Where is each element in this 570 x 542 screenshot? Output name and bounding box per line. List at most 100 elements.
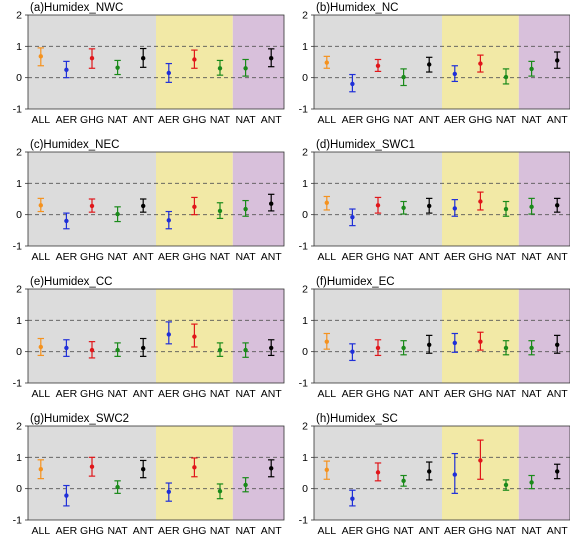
data-point (38, 203, 43, 208)
data-point (503, 74, 509, 80)
data-point (375, 470, 381, 475)
data-point (269, 201, 274, 206)
x-tick-label: GHG (80, 114, 104, 126)
data-point (478, 199, 483, 204)
x-tick-label: NAT (496, 114, 517, 126)
data-point (243, 66, 248, 71)
data-point (452, 71, 457, 77)
x-tick-label: ANT (261, 388, 283, 400)
x-tick-label: AER (342, 114, 364, 126)
data-point (141, 56, 146, 61)
data-point (115, 65, 120, 70)
x-tick-label: GHG (366, 251, 390, 263)
x-tick-label: NAT (107, 114, 128, 126)
y-tick-label: 2 (302, 10, 308, 22)
x-tick-label: AER (444, 114, 466, 126)
band-purple (518, 426, 570, 520)
data-point (64, 345, 69, 351)
y-tick-label: 1 (302, 452, 308, 464)
data-point (269, 56, 274, 61)
x-tick-label: AER (158, 251, 180, 263)
data-point (38, 467, 43, 472)
x-tick-label: AER (56, 251, 78, 263)
x-tick-label: ALL (31, 525, 50, 537)
band-purple (232, 426, 284, 520)
data-point (478, 339, 483, 344)
y-tick-label: -1 (13, 241, 22, 253)
x-tick-label: AER (56, 525, 78, 537)
x-tick-label: AER (342, 388, 364, 400)
y-tick-label: 0 (16, 346, 22, 358)
x-tick-label: AER (56, 114, 78, 126)
data-point (141, 345, 146, 351)
data-point (350, 214, 355, 220)
data-point (529, 345, 534, 351)
data-point (555, 469, 560, 474)
x-tick-label: GHG (182, 114, 206, 126)
y-tick-label: 2 (16, 284, 22, 296)
x-tick-label: NAT (521, 525, 542, 537)
x-tick-label: NAT (521, 114, 542, 126)
y-tick-label: 0 (302, 346, 308, 358)
data-point (478, 61, 483, 66)
x-tick-label: ANT (419, 388, 441, 400)
y-tick-label: 0 (16, 483, 22, 495)
data-point (503, 482, 509, 488)
data-point (89, 347, 95, 353)
x-tick-label: GHG (468, 525, 492, 537)
x-tick-label: AER (444, 251, 466, 263)
x-tick-label: AER (158, 388, 180, 400)
band-purple (232, 152, 284, 246)
y-tick-label: 2 (302, 284, 308, 296)
x-tick-label: NAT (210, 251, 231, 263)
x-tick-label: ANT (547, 525, 569, 537)
data-point (166, 489, 171, 494)
data-point (192, 57, 197, 62)
panel-title: (e)Humidex_CC (30, 276, 112, 288)
panel-title: (d)Humidex_SWC1 (316, 139, 415, 151)
y-tick-label: 2 (16, 10, 22, 22)
y-tick-label: 2 (302, 147, 308, 159)
x-tick-label: ANT (133, 525, 155, 537)
panel-title: (h)Humidex_SC (316, 413, 398, 425)
x-tick-label: NAT (235, 388, 256, 400)
x-tick-label: NAT (496, 525, 517, 537)
y-tick-label: 0 (16, 72, 22, 84)
y-tick-label: 1 (302, 178, 308, 190)
data-point (452, 340, 457, 346)
data-point (324, 200, 329, 205)
data-point (427, 469, 432, 474)
data-point (375, 63, 381, 68)
data-point (555, 342, 560, 347)
data-point (503, 206, 509, 212)
x-tick-label: AER (56, 388, 78, 400)
y-tick-label: -1 (299, 104, 308, 116)
x-tick-label: ANT (261, 525, 283, 537)
x-tick-label: NAT (210, 525, 231, 537)
plot-frame (313, 14, 570, 110)
data-point (401, 345, 406, 351)
data-point (427, 62, 432, 67)
data-point (269, 466, 274, 471)
data-point (555, 58, 560, 63)
data-point (503, 345, 509, 351)
plot-frame (313, 151, 570, 247)
x-tick-label: NAT (210, 388, 231, 400)
panel-title: (b)Humidex_NC (316, 2, 398, 14)
x-tick-label: AER (158, 114, 180, 126)
data-point (324, 339, 329, 344)
y-tick-label: 1 (16, 41, 22, 53)
x-tick-label: ANT (133, 114, 155, 126)
x-tick-label: NAT (210, 114, 231, 126)
data-point (350, 349, 355, 354)
data-point (324, 60, 329, 65)
data-point (141, 467, 146, 472)
plot-frame (27, 14, 285, 110)
data-point (427, 203, 432, 209)
